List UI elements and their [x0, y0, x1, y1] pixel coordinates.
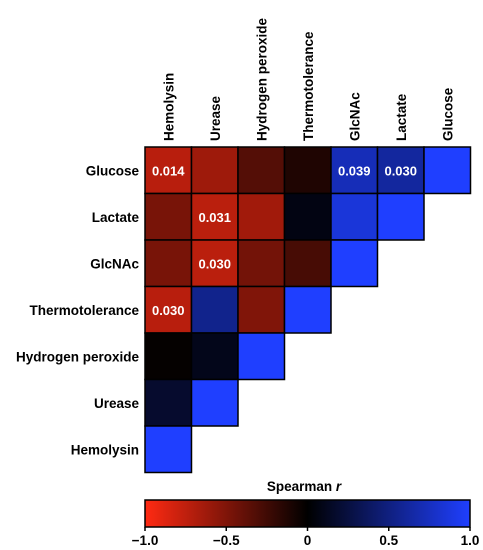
- colorbar-tick-label: −1.0: [132, 533, 159, 548]
- heatmap-cell-hemolysin-x-hemolysin: [144, 425, 193, 474]
- heatmap-cell-glcnac-x-thermotolerance: [283, 239, 332, 288]
- heatmap-cell-lactate-x-hydrogen-peroxide: [237, 192, 286, 241]
- row-label: Urease: [94, 396, 140, 411]
- column-label: Lactate: [394, 93, 409, 141]
- heatmap-cell-urease-x-urease: [190, 378, 239, 427]
- heatmap-cell-glucose-x-thermotolerance: [283, 146, 332, 195]
- heatmap-cell-lactate-x-lactate: [376, 192, 425, 241]
- heatmap-grid: 0.014 0.039 0.030 0.031 0.030 0.030: [144, 146, 472, 474]
- heatmap-cell-glucose-x-hemolysin: [144, 146, 193, 195]
- colorbar-tick-label: 0: [304, 533, 312, 548]
- column-labels: Hemolysin Urease Hydrogen peroxide Thermoto…: [161, 17, 455, 141]
- cell-value-label: 0.014: [152, 163, 185, 178]
- heatmap-cell-glucose-x-glcnac: [330, 146, 379, 195]
- row-label: Glucose: [86, 163, 140, 178]
- column-label: Glucose: [440, 87, 455, 141]
- colorbar: Spearman r −1.0 −0.5 0 0.5 1.0: [132, 479, 480, 548]
- cell-value-label: 0.030: [198, 256, 231, 271]
- heatmap-cell-thermotolerance-x-hemolysin: [144, 285, 193, 334]
- column-label: Hemolysin: [161, 73, 176, 141]
- colorbar-tick-label: −0.5: [213, 533, 240, 548]
- colorbar-tick-label: 1.0: [461, 533, 480, 548]
- row-label: Hydrogen peroxide: [16, 349, 140, 364]
- row-label: Thermotolerance: [29, 303, 139, 318]
- row-label: Lactate: [92, 210, 140, 225]
- colorbar-tick-label: 0.5: [379, 533, 398, 548]
- heatmap-cell-glucose-x-urease: [190, 146, 239, 195]
- row-label: Hemolysin: [71, 442, 139, 457]
- colorbar-gradient: [144, 499, 471, 528]
- row-labels: Glucose Lactate GlcNAc Thermotolerance Hydro…: [16, 163, 140, 457]
- heatmap-cell-glcnac-x-hydrogen-peroxide: [237, 239, 286, 288]
- heatmap-cell-hydrogen-peroxide-x-urease: [190, 332, 239, 381]
- cell-value-label: 0.031: [198, 210, 231, 225]
- heatmap-cell-lactate-x-glcnac: [330, 192, 379, 241]
- column-label: Thermotolerance: [301, 31, 316, 141]
- heatmap-cell-glucose-x-glucose: [423, 146, 472, 195]
- cell-value-label: 0.039: [338, 163, 371, 178]
- heatmap-cell-thermotolerance-x-hydrogen-peroxide: [237, 285, 286, 334]
- cell-value-label: 0.030: [152, 303, 185, 318]
- column-label: Urease: [208, 95, 223, 141]
- colorbar-title: Spearman r: [267, 479, 342, 494]
- heatmap-cell-hydrogen-peroxide-x-hydrogen-peroxide: [237, 332, 286, 381]
- cell-value-label: 0.030: [384, 163, 417, 178]
- heatmap-cell-hydrogen-peroxide-x-hemolysin: [144, 332, 193, 381]
- heatmap-cell-glucose-x-hydrogen-peroxide: [237, 146, 286, 195]
- column-label: Hydrogen peroxide: [254, 17, 269, 141]
- heatmap-cell-glcnac-x-glcnac: [330, 239, 379, 288]
- heatmap-cell-glcnac-x-hemolysin: [144, 239, 193, 288]
- row-label: GlcNAc: [90, 256, 139, 271]
- heatmap-cell-thermotolerance-x-thermotolerance: [283, 285, 332, 334]
- column-label: GlcNAc: [347, 92, 362, 141]
- heatmap-cell-lactate-x-thermotolerance: [283, 192, 332, 241]
- heatmap-cell-thermotolerance-x-urease: [190, 285, 239, 334]
- heatmap-cell-urease-x-hemolysin: [144, 378, 193, 427]
- heatmap-cell-lactate-x-hemolysin: [144, 192, 193, 241]
